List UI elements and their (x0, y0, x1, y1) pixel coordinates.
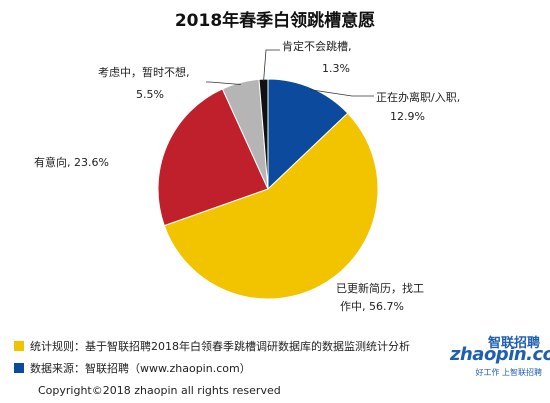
slice-value-0: 12.9% (390, 110, 425, 123)
logo-main-text: zhaopin.com (450, 344, 550, 365)
zhaopin-logo: 智联招聘 zhaopin.com 好工作 上智联招聘 (448, 332, 550, 380)
footer-note-rule: 统计规则：基于智联招聘2018年白领春季跳槽调研数据库的数据监测统计分析 (14, 338, 410, 354)
leader-line-4 (263, 49, 280, 82)
copyright: Copyright©2018 zhaopin all rights reserv… (38, 384, 281, 397)
slice-label-4: 肯定不会跳槽, (282, 39, 352, 53)
legend-square-blue (14, 363, 24, 373)
slice-label-2: 有意向, 23.6% (34, 155, 109, 169)
logo-top-text: 智联招聘 (487, 336, 540, 351)
pie-slice-2 (157, 88, 269, 227)
slice-label-3: 考虑中，暂时不想, (98, 65, 190, 79)
rule-text: 统计规则：基于智联招聘2018年白领春季跳槽调研数据库的数据监测统计分析 (30, 340, 410, 353)
slice-label-1: 已更新简历，找工 (336, 281, 424, 295)
leader-line-0 (310, 89, 374, 97)
pie-slice-1 (163, 112, 379, 300)
slice-value-1: 作中, 56.7% (340, 300, 404, 313)
logo-tagline: 好工作 上智联招聘 (475, 368, 542, 377)
leader-line-3 (206, 81, 241, 85)
source-text: 数据来源：智联招聘（www.zhaopin.com） (30, 362, 251, 375)
chart-title: 2018年春季白领跳槽意愿 (174, 11, 376, 31)
slice-label-0: 正在办离职/入职, (376, 90, 460, 104)
slice-value-3: 5.5% (136, 88, 164, 101)
pie-slice-0 (267, 78, 349, 191)
legend-square-yellow (14, 341, 24, 351)
slice-value-4: 1.3% (322, 62, 350, 75)
footer-note-source: 数据来源：智联招聘（www.zhaopin.com） (14, 360, 251, 376)
